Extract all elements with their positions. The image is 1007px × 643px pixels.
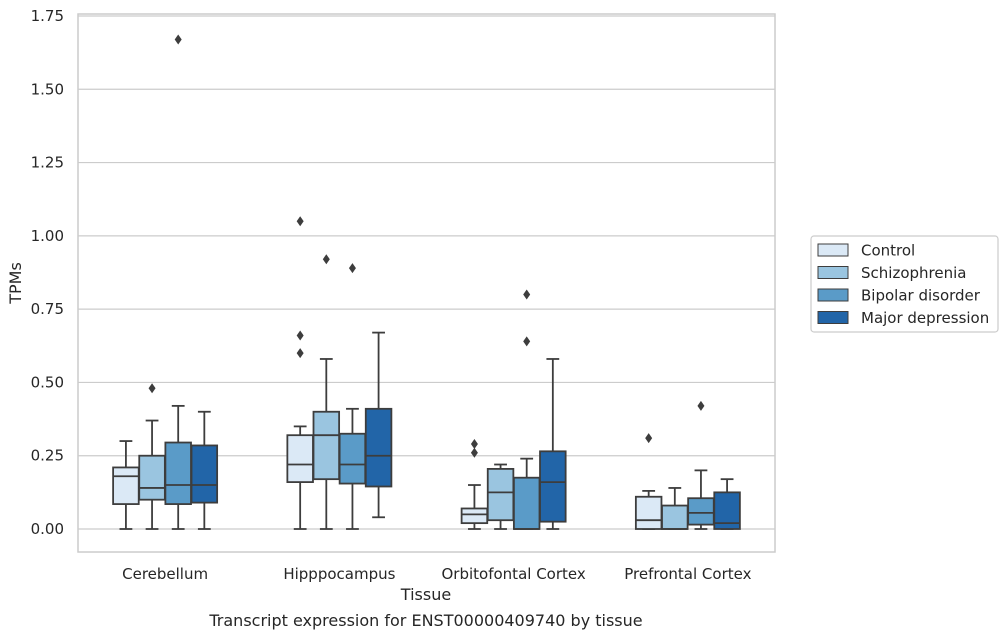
box-iqr [138, 454, 166, 501]
outlier-point [296, 330, 304, 341]
box-plot [164, 34, 192, 530]
legend: Control Schizophrenia Bipolar disorder Majo… [810, 235, 999, 333]
legend-frame [810, 235, 999, 333]
box-iqr [312, 410, 341, 481]
box-iqr [661, 504, 689, 530]
box-plot [512, 289, 541, 530]
legend-swatch [817, 266, 849, 279]
box-iqr [364, 407, 393, 488]
box-iqr [486, 468, 515, 522]
box-plot [460, 438, 489, 530]
box-plot [364, 331, 393, 519]
box-iqr [634, 495, 663, 530]
box-iqr [539, 450, 567, 523]
y-tick-label: 0.25 [31, 447, 64, 465]
x-axis-label: Tissue [400, 585, 451, 604]
x-tick-labels: Cerebellum Hipppocampus Orbitofontal Corte… [122, 565, 751, 583]
box-plot [190, 410, 219, 530]
legend-swatch [817, 243, 849, 257]
box-plot [312, 254, 341, 530]
plot-frame [77, 13, 776, 553]
outlier-point [523, 336, 531, 347]
box-plot [286, 216, 314, 530]
outlier-point [470, 447, 478, 458]
box-iqr [190, 444, 219, 504]
outlier-point [296, 348, 304, 359]
y-tick-label: 0.00 [31, 520, 64, 538]
outlier-point [348, 263, 356, 274]
box-plot [713, 478, 741, 530]
y-axis-label: TPMs [6, 262, 25, 305]
y-tick-labels: 0.00 0.25 0.50 0.75 1.00 1.25 1.50 1.75 [31, 7, 64, 538]
chart-caption: Transcript expression for ENST0000040974… [208, 611, 642, 630]
outlier-point [296, 216, 304, 227]
legend-label: Schizophrenia [861, 264, 966, 282]
outlier-point [148, 383, 156, 394]
box-iqr [512, 476, 541, 530]
box-plot [634, 433, 663, 530]
x-tick-label: Orbitofontal Cortex [442, 565, 586, 583]
y-tick-label: 1.25 [31, 154, 64, 172]
box-iqr [687, 497, 715, 526]
box-plot [338, 263, 367, 530]
box-plots [112, 34, 741, 530]
x-tick-label: Cerebellum [122, 565, 208, 583]
box-plot [687, 400, 715, 530]
x-tick-label: Hipppocampus [283, 565, 395, 583]
box-plot [661, 487, 689, 530]
box-iqr [286, 434, 314, 483]
y-tick-label: 1.00 [31, 227, 64, 245]
legend-label: Control [861, 242, 915, 260]
box-iqr [164, 441, 192, 505]
outlier-point [470, 438, 478, 449]
box-iqr [460, 507, 489, 525]
box-iqr [338, 432, 367, 485]
outlier-point [322, 254, 330, 265]
box-plot [539, 358, 567, 530]
box-iqr [112, 466, 140, 505]
y-tick-label: 1.50 [31, 80, 64, 98]
legend-swatch [817, 288, 849, 302]
outlier-point [523, 289, 531, 300]
y-tick-label: 0.50 [31, 373, 64, 391]
legend-label: Bipolar disorder [861, 287, 981, 305]
y-tick-label: 0.75 [31, 300, 64, 318]
box-plot [138, 383, 166, 530]
box-plot [112, 440, 140, 530]
y-tick-label: 1.75 [31, 7, 64, 25]
outlier-point [645, 433, 653, 444]
legend-swatch [817, 311, 849, 324]
outlier-point [697, 400, 705, 411]
x-tick-label: Prefrontal Cortex [624, 565, 751, 583]
legend-label: Major depression [861, 309, 989, 327]
box-plot [486, 463, 515, 530]
outlier-point [174, 34, 182, 45]
